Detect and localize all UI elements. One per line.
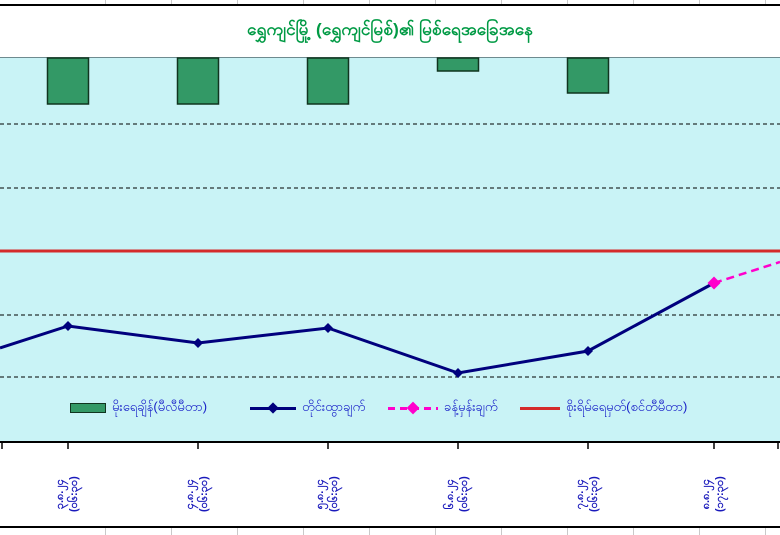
- legend-label: စိုးရိမ်ရေမှတ်(စင်တီမီတာ): [566, 398, 688, 414]
- observed-line-icon: [250, 402, 296, 414]
- legend-item-forecast: ခန့်မှန်းချက်: [388, 396, 498, 420]
- chart-outer-border-top: [0, 4, 780, 6]
- x-label-date: ၈.၈.၂၄: [700, 478, 712, 510]
- legend-item-observed: တိုင်းထွာချက်: [250, 396, 365, 420]
- legend-label: တိုင်းထွာချက်: [302, 398, 366, 414]
- danger-level-line-icon: [520, 406, 560, 410]
- x-label-time: (၁၇:၃၀): [714, 476, 726, 512]
- diamond-marker-icon: [267, 402, 279, 414]
- forecast-dashed-line-icon: [388, 401, 438, 415]
- x-label-time: (၀၆:၃၀): [458, 476, 470, 512]
- x-label-time: (၀၆:၃၀): [68, 476, 80, 512]
- x-label-date: ၅.၈.၂၄: [314, 479, 326, 510]
- x-label-time: (၀၆:၃၀): [198, 476, 210, 512]
- x-label-date: ၆.၈.၂၄: [444, 479, 456, 510]
- chart-outer-border-bottom: [0, 526, 780, 528]
- x-label-date: ၃.၈.၂၄: [54, 479, 66, 510]
- chart-title: ရွှေကျင်မြို့ (ရွှေကျင်မြစ်)၏ မြစ်ရေအခြေ…: [247, 20, 533, 39]
- x-label-date: ၇.၈.၂၄: [574, 479, 586, 510]
- plot-area: [0, 57, 780, 441]
- x-label-date: ၄.၈.၂၄: [184, 479, 196, 510]
- excel-cells-strip-top: [0, 0, 780, 4]
- legend-item-danger-level: စိုးရိမ်ရေမှတ်(စင်တီမီတာ): [520, 396, 687, 420]
- diamond-marker-icon: [406, 401, 420, 415]
- x-axis-label-area: [0, 443, 780, 526]
- x-label-time: (၀၆:၃၀): [328, 476, 340, 512]
- chart-title-band: ရွှေကျင်မြို့ (ရွှေကျင်မြစ်)၏ မြစ်ရေအခြေ…: [0, 6, 780, 57]
- chart-legend: မိုးရေချိန်(မီလီမီတာ) တိုင်းထွာချက် ခန့်…: [0, 396, 780, 420]
- legend-item-rainfall: မိုးရေချိန်(မီလီမီတာ): [70, 396, 207, 420]
- legend-label: မိုးရေချိန်(မီလီမီတာ): [112, 398, 208, 414]
- excel-cells-strip-bottom: [0, 528, 780, 535]
- x-label-time: (၀၆:၃၀): [588, 476, 600, 512]
- legend-label: ခန့်မှန်းချက်: [444, 398, 498, 414]
- rainfall-bar-swatch-icon: [70, 403, 106, 413]
